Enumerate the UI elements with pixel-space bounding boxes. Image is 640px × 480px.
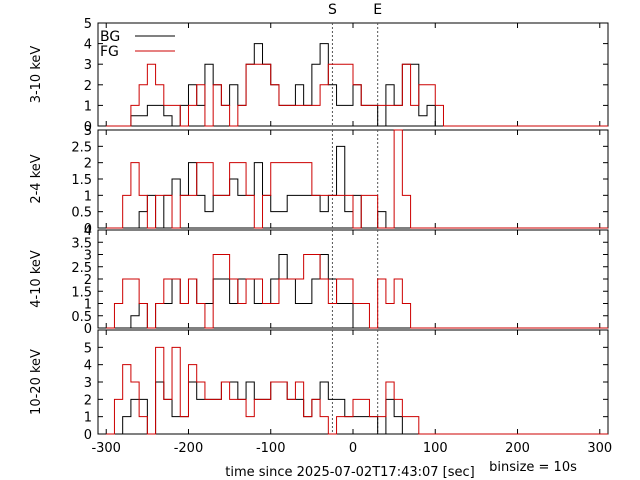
y-tick-label: 2 xyxy=(84,157,92,172)
x-tick-label: 300 xyxy=(587,441,612,456)
marker-label-S: S xyxy=(328,2,337,18)
series-fg-panel-3 xyxy=(106,254,608,329)
y-tick-label: 1.5 xyxy=(71,173,92,188)
series-bg-panel-3 xyxy=(106,254,608,329)
y-tick-label: 0 xyxy=(84,428,92,443)
y-tick-label: 5 xyxy=(84,17,92,32)
y-tick-label: 4 xyxy=(84,38,92,53)
legend-label-fg: FG xyxy=(100,44,119,60)
series-bg-panel-2 xyxy=(106,145,608,229)
x-tick-label: -100 xyxy=(256,441,286,456)
y-tick-label: 1.5 xyxy=(71,285,92,300)
legend-label-bg: BG xyxy=(100,29,120,45)
x-tick-label: -200 xyxy=(174,441,204,456)
y-tick-label: 1 xyxy=(84,411,92,426)
x-tick-label: 0 xyxy=(349,441,357,456)
marker-label-E: E xyxy=(373,2,382,18)
x-tick-label: 100 xyxy=(423,441,448,456)
x-tick-label: -300 xyxy=(91,441,121,456)
y-tick-label: 5 xyxy=(84,341,92,356)
y-tick-label: 2.5 xyxy=(71,140,92,155)
series-fg-panel-4 xyxy=(106,346,608,435)
y-tick-label: 0.5 xyxy=(71,206,92,221)
y-tick-label: 1 xyxy=(84,298,92,313)
y-tick-label: 4 xyxy=(84,359,92,374)
y-tick-label: 2 xyxy=(84,273,92,288)
y-axis-title: 3-10 keV xyxy=(29,46,44,104)
y-tick-label: 3 xyxy=(84,124,92,139)
x-tick-label: 200 xyxy=(505,441,530,456)
y-axis-title: 2-4 keV xyxy=(29,154,44,203)
series-fg-panel-2 xyxy=(106,129,608,229)
y-tick-label: 3 xyxy=(84,58,92,73)
binsize-label: binsize = 10s xyxy=(489,460,577,475)
y-tick-label: 1 xyxy=(84,99,92,114)
y-axis-title: 4-10 keV xyxy=(29,250,44,308)
y-tick-label: 4 xyxy=(84,224,92,239)
series-fg-panel-1 xyxy=(106,63,608,127)
y-tick-label: 1 xyxy=(84,189,92,204)
y-tick-label: 3.5 xyxy=(71,236,92,251)
y-tick-label: 0.5 xyxy=(71,310,92,325)
y-tick-label: 2 xyxy=(84,79,92,94)
y-tick-label: 0 xyxy=(84,222,92,237)
y-tick-label: 2.5 xyxy=(71,261,92,276)
x-axis-title: time since 2025-07-02T17:43:07 [sec] xyxy=(225,465,474,480)
y-tick-label: 2 xyxy=(84,393,92,408)
y-tick-label: 0 xyxy=(84,120,92,135)
y-tick-label: 0 xyxy=(84,322,92,337)
y-tick-label: 3 xyxy=(84,249,92,264)
y-axis-title: 10-20 keV xyxy=(29,349,44,415)
series-bg-panel-4 xyxy=(106,381,608,435)
panel-frame-4 xyxy=(97,329,609,435)
y-tick-label: 3 xyxy=(84,376,92,391)
